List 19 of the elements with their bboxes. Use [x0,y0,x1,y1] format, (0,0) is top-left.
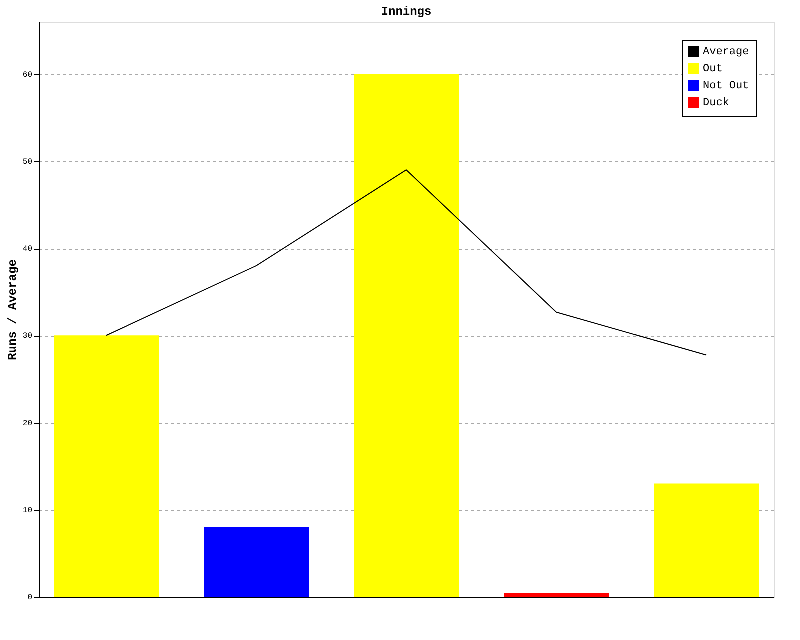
y-tick-label: 20 [22,419,33,428]
bar [54,336,159,597]
y-tick-label: 10 [22,506,33,516]
y-tick-label: 60 [22,70,33,80]
bar [354,74,459,597]
chart-title: Innings [381,5,432,19]
legend-label: Duck [703,98,730,110]
bar [654,484,759,597]
y-tick-label: 0 [28,594,33,602]
bar [204,527,309,597]
y-tick-label: 40 [22,245,33,254]
legend-label: Average [703,46,750,58]
y-tick-label: 50 [22,158,33,167]
legend-label: Not Out [703,80,750,92]
y-axis-title: Runs / Average [6,260,20,360]
bar [504,594,609,597]
legend-label: Out [703,64,723,76]
y-tick-label: 30 [22,332,33,342]
line-series [106,170,707,356]
